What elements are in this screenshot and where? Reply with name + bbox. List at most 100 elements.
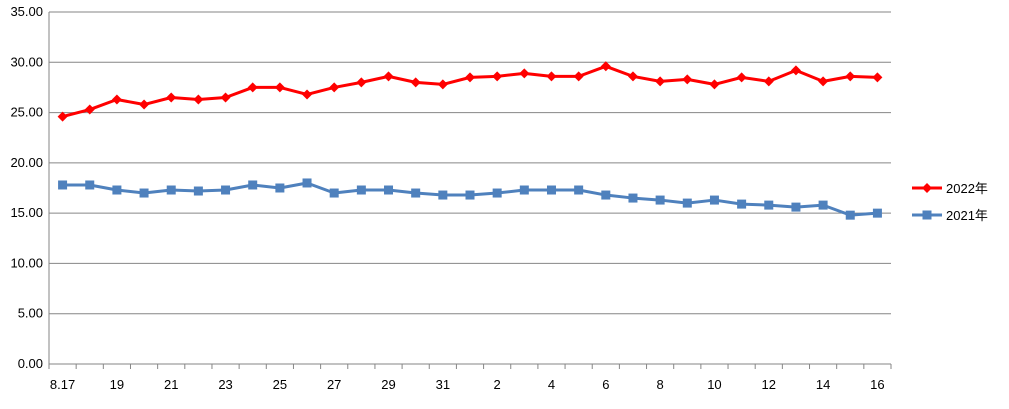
data-point xyxy=(465,190,475,200)
data-point xyxy=(248,180,258,190)
data-point xyxy=(519,185,529,195)
data-point xyxy=(84,104,95,115)
x-tick-label: 10 xyxy=(707,377,721,392)
x-tick-label: 2 xyxy=(494,377,501,392)
data-point xyxy=(193,186,203,196)
legend-label: 2022年 xyxy=(946,181,988,196)
data-point xyxy=(872,208,882,218)
data-point xyxy=(58,180,68,190)
data-point xyxy=(329,188,339,198)
legend-label: 2021年 xyxy=(946,208,988,223)
data-point xyxy=(410,77,421,88)
y-tick-label: 30.00 xyxy=(10,54,43,69)
series-2 xyxy=(58,178,882,220)
y-axis-tick-labels: 0.00 5.00 10.00 15.00 20.00 25.00 30.00 35.00 xyxy=(10,4,43,371)
data-point xyxy=(764,200,774,210)
data-point xyxy=(845,71,856,82)
data-point xyxy=(193,94,204,105)
axes xyxy=(48,12,892,369)
data-point xyxy=(682,198,692,208)
series-1 xyxy=(57,61,883,122)
x-tick-label: 4 xyxy=(548,377,555,392)
legend-marker xyxy=(922,210,932,220)
data-point xyxy=(302,178,312,188)
x-tick-label: 21 xyxy=(164,377,178,392)
x-tick-label: 14 xyxy=(816,377,830,392)
data-point xyxy=(438,190,448,200)
gridlines xyxy=(49,11,891,315)
y-tick-label: 20.00 xyxy=(10,155,43,170)
data-point xyxy=(790,65,801,76)
data-point xyxy=(247,82,258,93)
x-tick-label: 23 xyxy=(218,377,232,392)
data-point xyxy=(492,71,503,82)
data-point xyxy=(383,71,394,82)
data-point xyxy=(302,89,313,100)
data-point xyxy=(111,94,122,105)
x-tick-label: 25 xyxy=(273,377,287,392)
legend-item: 2021年 xyxy=(912,208,988,223)
x-tick-label: 29 xyxy=(381,377,395,392)
data-point xyxy=(573,71,584,82)
data-point xyxy=(736,72,747,83)
data-point xyxy=(411,188,421,198)
data-point xyxy=(356,77,367,88)
legend-marker xyxy=(922,183,932,193)
data-point xyxy=(112,185,122,195)
data-point xyxy=(737,199,747,209)
data-point xyxy=(818,76,829,87)
x-tick-label: 27 xyxy=(327,377,341,392)
data-point xyxy=(655,195,665,205)
x-tick-label: 8 xyxy=(657,377,664,392)
data-point xyxy=(519,68,530,79)
data-point xyxy=(627,71,638,82)
x-tick-label: 12 xyxy=(762,377,776,392)
data-point xyxy=(356,185,366,195)
data-point xyxy=(329,82,340,93)
data-point xyxy=(275,183,285,193)
y-tick-label: 10.00 xyxy=(10,255,43,270)
data-point xyxy=(85,180,95,190)
data-point xyxy=(709,195,719,205)
y-tick-label: 5.00 xyxy=(18,306,43,321)
x-tick-label: 19 xyxy=(110,377,124,392)
x-axis-tick-labels: 8.17 19 21 23 25 27 29 31 2 4 6 8 10 12 14 16 xyxy=(50,377,885,392)
data-point xyxy=(601,190,611,200)
legend-item: 2022年 xyxy=(912,181,988,196)
data-point xyxy=(166,185,176,195)
data-point xyxy=(384,185,394,195)
data-point xyxy=(872,72,883,83)
data-point xyxy=(655,76,666,87)
data-point xyxy=(546,71,557,82)
data-point xyxy=(465,72,475,83)
data-point xyxy=(139,188,149,198)
x-tick-label: 31 xyxy=(436,377,450,392)
y-tick-label: 25.00 xyxy=(10,105,43,120)
data-point xyxy=(166,92,177,103)
data-point xyxy=(709,79,720,90)
data-point xyxy=(600,61,611,72)
x-tick-label: 8.17 xyxy=(50,377,75,392)
data-point xyxy=(763,76,774,87)
series-lines xyxy=(57,61,883,220)
data-point xyxy=(546,185,556,195)
data-point xyxy=(437,79,448,90)
x-tick-label: 16 xyxy=(870,377,884,392)
data-point xyxy=(845,210,855,220)
data-point xyxy=(57,111,68,122)
y-tick-label: 0.00 xyxy=(18,356,43,371)
data-point xyxy=(221,185,231,195)
data-point xyxy=(139,99,150,110)
data-point xyxy=(682,74,693,85)
data-point xyxy=(220,92,231,103)
data-point xyxy=(574,185,584,195)
data-point xyxy=(818,200,828,210)
data-point xyxy=(791,202,801,212)
y-tick-label: 35.00 xyxy=(10,4,43,19)
data-point xyxy=(492,188,502,198)
data-point xyxy=(274,82,285,93)
legend: 2022年 2021年 xyxy=(912,181,988,223)
data-point xyxy=(628,193,638,203)
